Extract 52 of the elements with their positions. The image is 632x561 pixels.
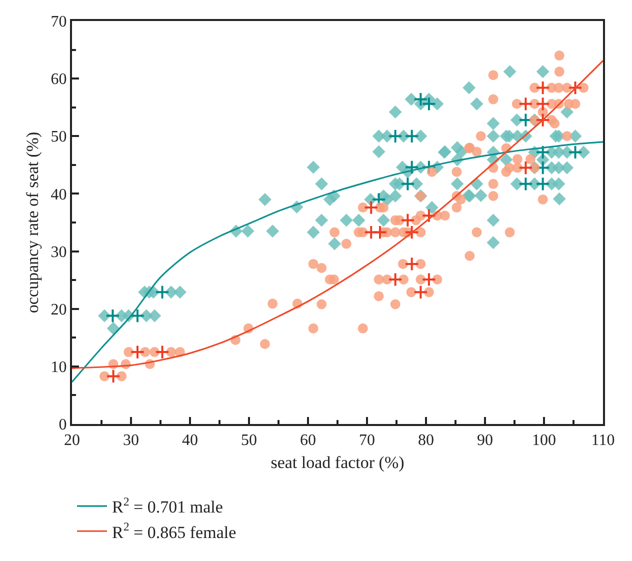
x-tick-label: 80 (418, 432, 434, 450)
y-tick-label: 0 (58, 416, 67, 434)
point (404, 160, 420, 175)
point (364, 200, 378, 215)
point (536, 176, 550, 192)
legend-label: R$^{2}$ = 0.701 male (112, 494, 223, 517)
point (568, 80, 583, 96)
x-axis-title: seat load factor (%) (270, 453, 404, 472)
point (404, 224, 420, 240)
x-tick-label: 70 (359, 432, 375, 450)
point (536, 144, 550, 160)
y-tick-label: 70 (50, 14, 67, 31)
point (400, 176, 416, 192)
point (154, 284, 170, 300)
y-axis-title: occupancy rate of seat (%) (22, 132, 42, 314)
x-tick-label: 110 (591, 432, 615, 450)
y-tick-label: 30 (50, 244, 67, 261)
y-tick-label: 40 (50, 186, 67, 204)
x-tick-label: 50 (241, 432, 257, 450)
point (518, 96, 534, 112)
point (536, 96, 550, 112)
y-tick-label: 20 (50, 301, 67, 318)
point (536, 80, 550, 96)
x-tick-label: 100 (532, 432, 556, 450)
y-tick-label: 60 (50, 71, 67, 88)
x-tick-label: 20 (64, 432, 80, 450)
point (536, 112, 550, 128)
point (422, 208, 436, 223)
point (388, 128, 403, 144)
point (154, 344, 170, 360)
point (372, 224, 388, 240)
x-tick-label: 90 (477, 432, 493, 450)
point (413, 284, 428, 300)
line-series (72, 141, 603, 383)
point (105, 308, 120, 324)
point (404, 128, 420, 144)
legend-label: R$^{2}$ = 0.865 female (112, 520, 236, 542)
point (568, 144, 583, 160)
y-tick-label: 50 (50, 128, 67, 146)
point (106, 368, 121, 384)
point (422, 272, 436, 287)
x-tick-label: 30 (123, 432, 139, 450)
point (400, 212, 416, 228)
point (404, 256, 420, 272)
point (130, 344, 145, 360)
x-tick-label: 60 (300, 432, 316, 450)
point (388, 272, 403, 287)
point (518, 160, 534, 176)
y-tick-label: 10 (50, 359, 67, 376)
point (518, 176, 534, 192)
point (130, 308, 145, 324)
x-tick-label: 40 (182, 432, 198, 450)
